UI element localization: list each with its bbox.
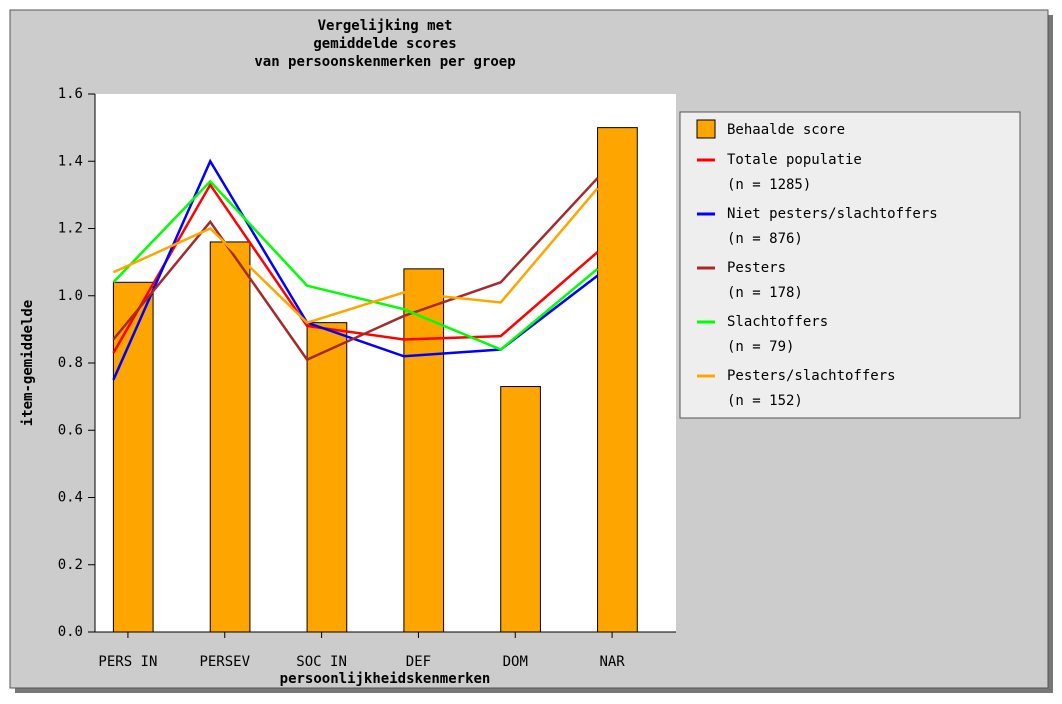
y-tick-label: 1.2 xyxy=(58,221,83,237)
legend-label: Behaalde score xyxy=(727,122,845,138)
x-tick-label: DOM xyxy=(503,654,528,670)
legend xyxy=(679,111,1021,419)
legend-label: Pesters/slachtoffers xyxy=(727,368,896,384)
legend-label: Slachtoffers xyxy=(727,314,828,330)
chart-title: van persoonskenmerken per groep xyxy=(254,54,515,70)
bar xyxy=(306,322,348,633)
x-tick-label: PERS IN xyxy=(98,654,157,670)
legend-label: (n = 79) xyxy=(727,339,794,355)
legend-label: Niet pesters/slachtoffers xyxy=(727,206,938,222)
legend-swatch xyxy=(696,119,716,139)
series-line xyxy=(112,182,599,354)
x-axis-label: persoonlijkheidskenmerken xyxy=(280,671,491,687)
plot-area xyxy=(95,94,676,632)
legend-label: Pesters xyxy=(727,260,786,276)
x-tick-label: SOC IN xyxy=(296,654,347,670)
y-tick-label: 0.6 xyxy=(58,422,83,438)
series-line xyxy=(112,179,599,351)
y-tick-label: 0.0 xyxy=(58,624,83,640)
x-tick-label: PERSEV xyxy=(199,654,250,670)
x-tick-label: DEF xyxy=(406,654,431,670)
bar xyxy=(209,241,251,633)
bar xyxy=(597,127,638,633)
x-tick-label: NAR xyxy=(599,654,625,670)
bar xyxy=(403,268,445,633)
chart-title: gemiddelde scores xyxy=(313,36,456,52)
y-tick-label: 0.8 xyxy=(58,355,83,371)
y-tick-label: 0.4 xyxy=(58,490,83,506)
y-tick-label: 1.4 xyxy=(58,153,83,169)
legend-label: (n = 178) xyxy=(727,285,803,301)
legend-label: (n = 876) xyxy=(727,231,803,247)
series-line xyxy=(112,177,599,362)
series-line xyxy=(112,187,599,325)
y-tick-label: 1.0 xyxy=(58,288,83,304)
y-axis-label: item-gemiddelde xyxy=(20,300,36,426)
legend-label: (n = 1285) xyxy=(727,177,811,193)
y-tick-label: 1.6 xyxy=(58,86,83,102)
legend-label: (n = 152) xyxy=(727,393,803,409)
chart-title: Vergelijking met xyxy=(318,18,453,34)
legend-label: Totale populatie xyxy=(727,152,862,168)
y-tick-label: 0.2 xyxy=(58,557,83,573)
bar xyxy=(500,386,541,633)
